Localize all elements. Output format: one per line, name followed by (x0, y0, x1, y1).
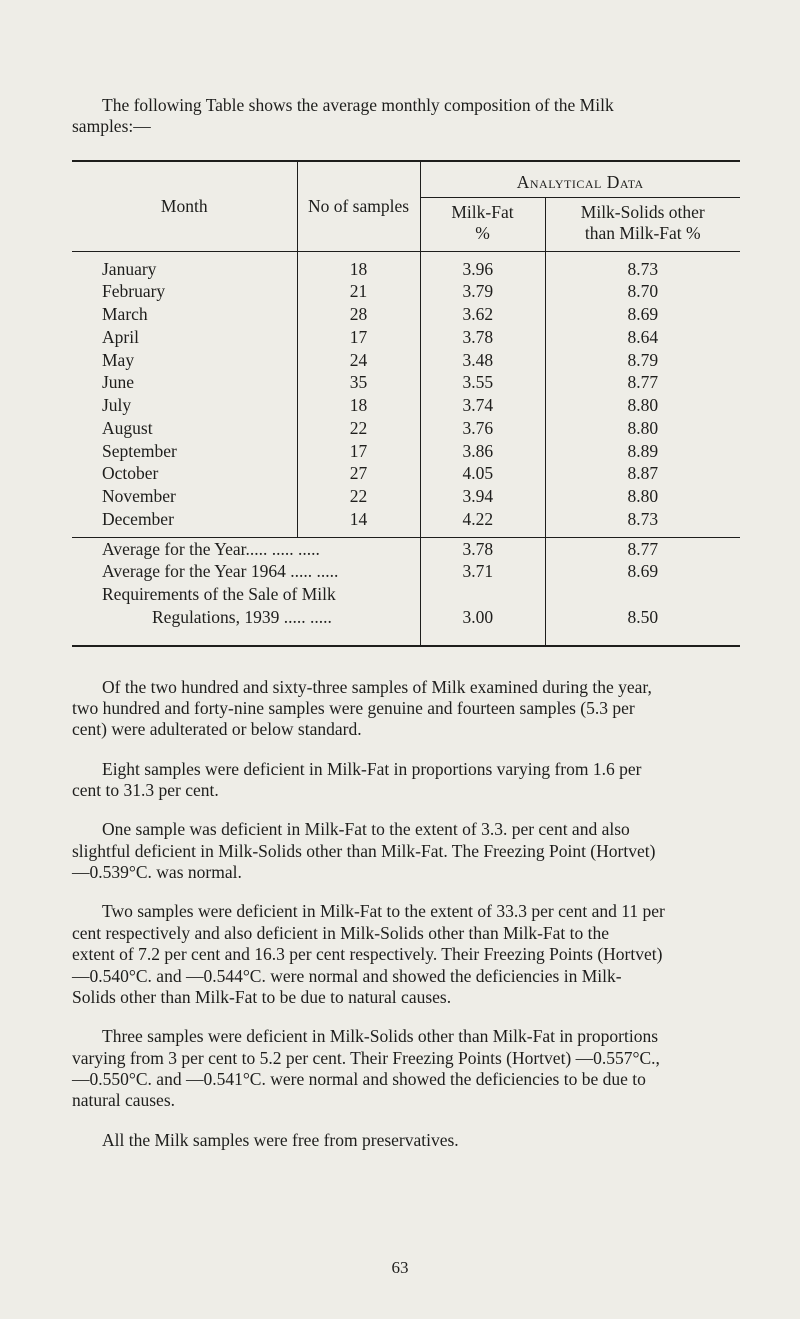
cell-samples: 17 (297, 326, 420, 349)
cell-month: November (72, 485, 297, 508)
cell-solids: 8.77 (545, 371, 740, 394)
cell-samples: 22 (297, 485, 420, 508)
table-row: September173.868.89 (72, 440, 740, 463)
cell-fat: 3.96 (420, 251, 545, 280)
cell-month: April (72, 326, 297, 349)
summary-avg-1964-label: Average for the Year 1964 ..... ..... (72, 560, 420, 583)
table-row: October274.058.87 (72, 462, 740, 485)
table-row: July183.748.80 (72, 394, 740, 417)
cell-samples: 21 (297, 280, 420, 303)
table-row: November223.948.80 (72, 485, 740, 508)
cell-samples: 18 (297, 251, 420, 280)
header-milk-solids: Milk-Solids other than Milk-Fat % (545, 198, 740, 252)
cell-samples: 14 (297, 508, 420, 537)
cell-samples: 18 (297, 394, 420, 417)
paragraph-4: Two samples were deficient in Milk-Fat t… (72, 901, 740, 1008)
cell-samples: 27 (297, 462, 420, 485)
cell-solids: 8.80 (545, 394, 740, 417)
cell-solids: 8.89 (545, 440, 740, 463)
header-month: Month (72, 161, 297, 252)
summary-requirements-label: Requirements of the Sale of Milk Regulat… (72, 583, 420, 646)
header-samples: No of samples (297, 161, 420, 252)
cell-solids: 8.69 (545, 303, 740, 326)
cell-month: February (72, 280, 297, 303)
cell-solids: 8.70 (545, 280, 740, 303)
cell-fat: 3.86 (420, 440, 545, 463)
body-text: Of the two hundred and sixty-three sampl… (72, 677, 740, 1151)
paragraph-2: Eight samples were deficient in Milk-Fat… (72, 759, 740, 802)
summary-avg-year-fat: 3.78 (420, 537, 545, 560)
cell-solids: 8.80 (545, 485, 740, 508)
cell-solids: 8.64 (545, 326, 740, 349)
cell-fat: 3.94 (420, 485, 545, 508)
paragraph-6: All the Milk samples were free from pres… (72, 1130, 740, 1151)
cell-samples: 24 (297, 349, 420, 372)
summary-avg-year-solids: 8.77 (545, 537, 740, 560)
header-analytical: Analytical Data (420, 161, 740, 198)
table-row: March283.628.69 (72, 303, 740, 326)
cell-fat: 4.05 (420, 462, 545, 485)
summary-avg-1964-solids: 8.69 (545, 560, 740, 583)
table-row: December144.228.73 (72, 508, 740, 537)
cell-samples: 22 (297, 417, 420, 440)
cell-solids: 8.73 (545, 251, 740, 280)
header-milk-fat: Milk-Fat % (420, 198, 545, 252)
cell-month: July (72, 394, 297, 417)
paragraph-1: Of the two hundred and sixty-three sampl… (72, 677, 740, 741)
cell-month: March (72, 303, 297, 326)
summary-requirements-fat: 3.00 (420, 583, 545, 646)
cell-fat: 3.76 (420, 417, 545, 440)
summary-avg-year-label: Average for the Year..... ..... ..... (72, 537, 420, 560)
summary-requirements-solids: 8.50 (545, 583, 740, 646)
cell-month: August (72, 417, 297, 440)
cell-solids: 8.79 (545, 349, 740, 372)
cell-solids: 8.80 (545, 417, 740, 440)
intro-line-2: samples:— (72, 116, 151, 136)
cell-month: October (72, 462, 297, 485)
cell-fat: 4.22 (420, 508, 545, 537)
document-page: The following Table shows the average mo… (0, 0, 800, 1319)
table-row: May243.488.79 (72, 349, 740, 372)
cell-month: January (72, 251, 297, 280)
cell-fat: 3.62 (420, 303, 545, 326)
table-row: February213.798.70 (72, 280, 740, 303)
cell-month: December (72, 508, 297, 537)
table-row: August223.768.80 (72, 417, 740, 440)
cell-solids: 8.73 (545, 508, 740, 537)
summary-avg-1964-fat: 3.71 (420, 560, 545, 583)
intro-line-1: The following Table shows the average mo… (72, 95, 740, 116)
cell-samples: 28 (297, 303, 420, 326)
table-row: June353.558.77 (72, 371, 740, 394)
cell-fat: 3.48 (420, 349, 545, 372)
cell-samples: 17 (297, 440, 420, 463)
cell-month: May (72, 349, 297, 372)
table-row: January183.968.73 (72, 251, 740, 280)
cell-fat: 3.79 (420, 280, 545, 303)
paragraph-5: Three samples were deficient in Milk-Sol… (72, 1026, 740, 1111)
cell-fat: 3.78 (420, 326, 545, 349)
table-row: April173.788.64 (72, 326, 740, 349)
cell-month: June (72, 371, 297, 394)
intro-paragraph: The following Table shows the average mo… (72, 95, 740, 138)
cell-month: September (72, 440, 297, 463)
cell-solids: 8.87 (545, 462, 740, 485)
milk-composition-table: Month No of samples Analytical Data Milk… (72, 160, 740, 647)
cell-samples: 35 (297, 371, 420, 394)
cell-fat: 3.74 (420, 394, 545, 417)
page-number: 63 (0, 1258, 800, 1279)
cell-fat: 3.55 (420, 371, 545, 394)
paragraph-3: One sample was deficient in Milk-Fat to … (72, 819, 740, 883)
